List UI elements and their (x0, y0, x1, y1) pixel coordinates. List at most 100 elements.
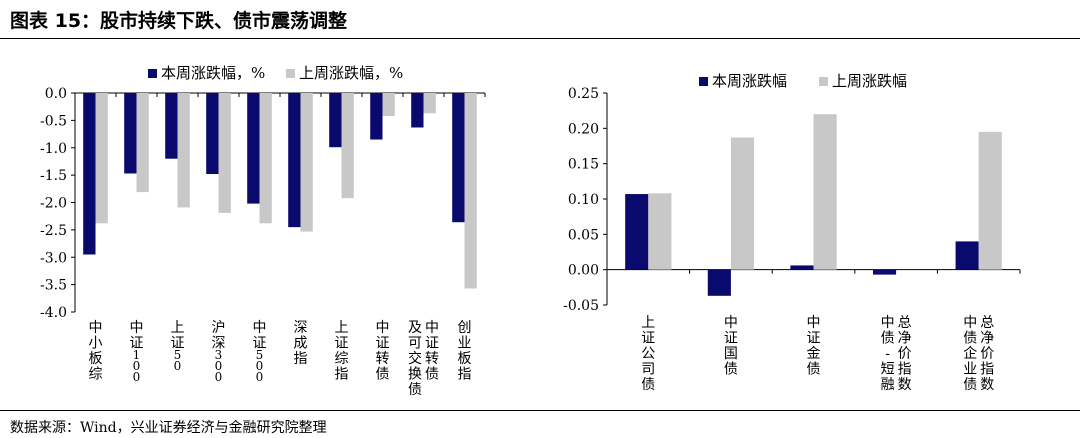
category-char: 证 (376, 336, 390, 352)
category-char: 中 (724, 315, 738, 331)
category-char: 净 (898, 331, 912, 347)
category-char: 交 (408, 350, 422, 367)
y-tick-label: 0.00 (568, 263, 599, 279)
category-char: 债 (408, 382, 422, 398)
category-char: 国 (724, 346, 738, 362)
y-tick-label: -3.5 (40, 278, 67, 294)
bar-this-week (329, 93, 342, 148)
category-char: 中 (425, 320, 439, 336)
bar-this-week (247, 93, 260, 204)
legend-swatch (819, 77, 828, 86)
category-char: 业 (963, 362, 977, 378)
y-tick-label: -0.05 (563, 298, 599, 314)
category-char: 证 (425, 336, 439, 352)
category-char: 0 (256, 359, 264, 373)
bar-last-week (95, 93, 108, 224)
source-rule (0, 410, 1080, 411)
bar-last-week (136, 93, 149, 193)
bar-last-week (423, 93, 436, 114)
category-char: 板 (89, 351, 103, 367)
y-tick-label: 0.20 (568, 121, 599, 137)
category-char: 综 (89, 367, 103, 383)
category-char: 证 (724, 331, 738, 347)
category-char: 深 (212, 336, 226, 352)
category-char: 小 (89, 336, 103, 352)
bar-last-week (648, 193, 672, 270)
bar-this-week (124, 93, 137, 174)
category-char: 0 (174, 359, 182, 373)
legend-swatch (699, 77, 708, 86)
category-char: 0 (215, 359, 223, 373)
category-char: 价 (980, 346, 994, 362)
bar-last-week (464, 93, 477, 289)
category-char: 债 (881, 331, 895, 347)
category-char: 债 (376, 367, 390, 383)
legend-swatch (286, 69, 295, 78)
category-char: 综 (335, 351, 349, 367)
category-char: 短 (881, 362, 895, 378)
y-tick-label: 0.0 (45, 86, 67, 102)
category-char: 沪 (212, 320, 226, 336)
bar-this-week (955, 241, 979, 270)
category-char: 上 (641, 315, 655, 331)
bar-last-week (259, 93, 272, 224)
category-char: - (885, 346, 890, 362)
bar-this-week (707, 269, 731, 296)
category-char: 证 (641, 331, 655, 347)
y-tick-label: 0.25 (568, 86, 599, 102)
bar-this-week (790, 265, 814, 270)
bar-last-week (300, 93, 313, 232)
category-char: 0 (215, 370, 223, 384)
bar-this-week (370, 93, 383, 140)
bar-last-week (341, 93, 354, 199)
y-tick-label: -1.5 (40, 168, 67, 184)
bar-last-week (218, 93, 231, 213)
bar-last-week (730, 137, 755, 270)
bar-last-week (177, 93, 190, 208)
figure-title: 图表 15：股市持续下跌、债市震荡调整 (10, 10, 348, 32)
bar-this-week (872, 269, 897, 275)
category-char: 债 (963, 331, 977, 347)
category-char: 0 (256, 370, 264, 384)
legend-label: 本周涨跌幅，% (161, 64, 265, 82)
category-char: 1 (133, 348, 141, 362)
category-char: 中 (253, 320, 267, 336)
category-char: 数 (898, 377, 912, 393)
category-char: 中 (130, 320, 144, 336)
category-char: 证 (130, 336, 144, 352)
category-char: 债 (963, 377, 977, 393)
category-char: 业 (458, 336, 472, 352)
legend-label: 本周涨跌幅 (712, 72, 787, 90)
category-char: 上 (335, 320, 349, 336)
category-char: 总 (980, 315, 994, 331)
category-char: 证 (807, 331, 821, 347)
category-char: 板 (458, 351, 472, 367)
category-char: 3 (215, 348, 223, 362)
category-char: 指 (294, 351, 308, 367)
category-char: 换 (408, 366, 422, 383)
x-category-label: 深成指 (294, 320, 308, 367)
category-char: 指 (898, 362, 912, 378)
category-char: 转 (425, 351, 439, 367)
y-tick-label: -0.5 (40, 113, 67, 129)
category-char: 中 (89, 320, 103, 336)
y-tick-label: -2.5 (40, 223, 67, 239)
y-tick-label: 0.10 (568, 192, 599, 208)
bar-this-week (83, 93, 96, 255)
category-char: 创 (458, 320, 472, 336)
bar-this-week (206, 93, 219, 175)
y-tick-label: -2.0 (40, 196, 67, 212)
bar-this-week (411, 93, 424, 128)
category-char: 5 (174, 348, 182, 362)
category-char: 指 (980, 362, 994, 378)
y-tick-label: 0.05 (568, 227, 599, 243)
